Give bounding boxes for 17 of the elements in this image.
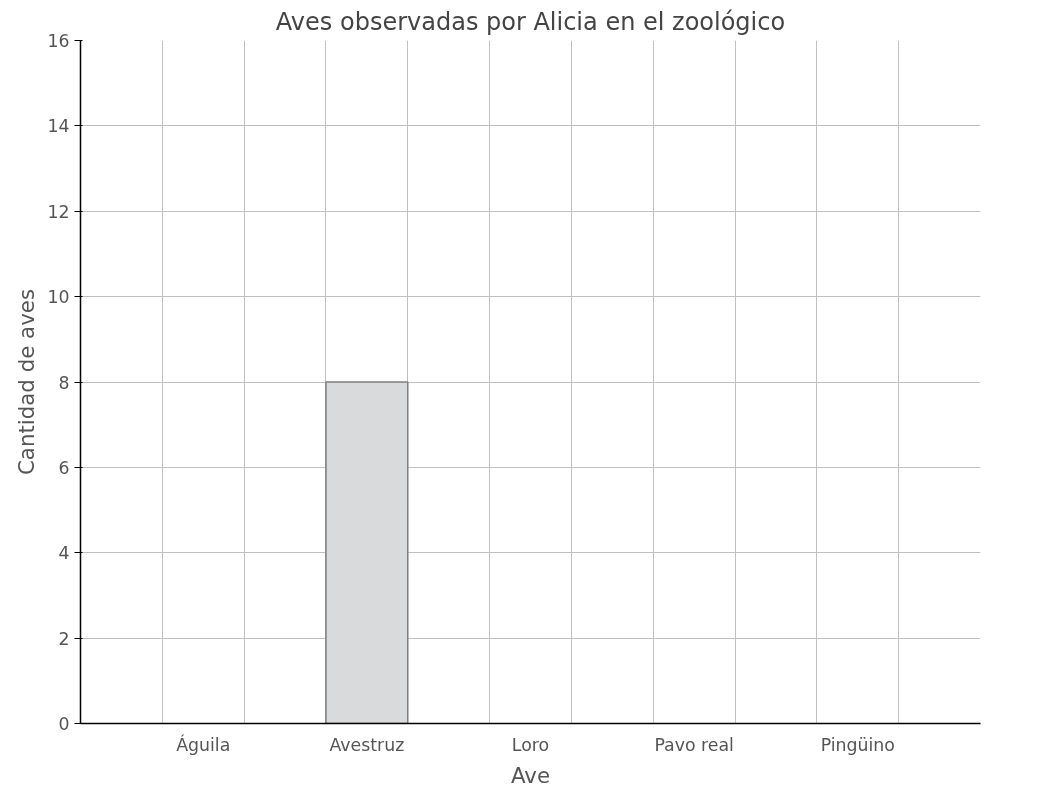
x-tick-label: Pavo real	[654, 734, 734, 755]
x-axis-title: Ave	[510, 762, 551, 788]
y-tick-label: 10	[47, 287, 70, 308]
x-tick-label: Avestruz	[329, 734, 405, 755]
y-tick-label: 12	[47, 201, 70, 222]
y-tick-label: 0	[58, 714, 70, 734]
y-tick-label: 16	[47, 31, 70, 51]
x-tick-label: Águila	[176, 733, 231, 755]
chart-title: Aves observadas por Alicia en el zoológico	[275, 7, 786, 36]
y-tick-label: 8	[58, 372, 70, 393]
y-tick-label: 14	[47, 116, 70, 137]
y-tick-label: 2	[58, 628, 70, 649]
y-tick-label: 4	[58, 543, 70, 564]
y-axis-title: Cantidad de aves	[14, 288, 40, 476]
y-tick-label: 6	[58, 457, 70, 478]
x-tick-label: Loro	[511, 734, 550, 755]
x-tick-label: Pingüino	[820, 734, 895, 755]
